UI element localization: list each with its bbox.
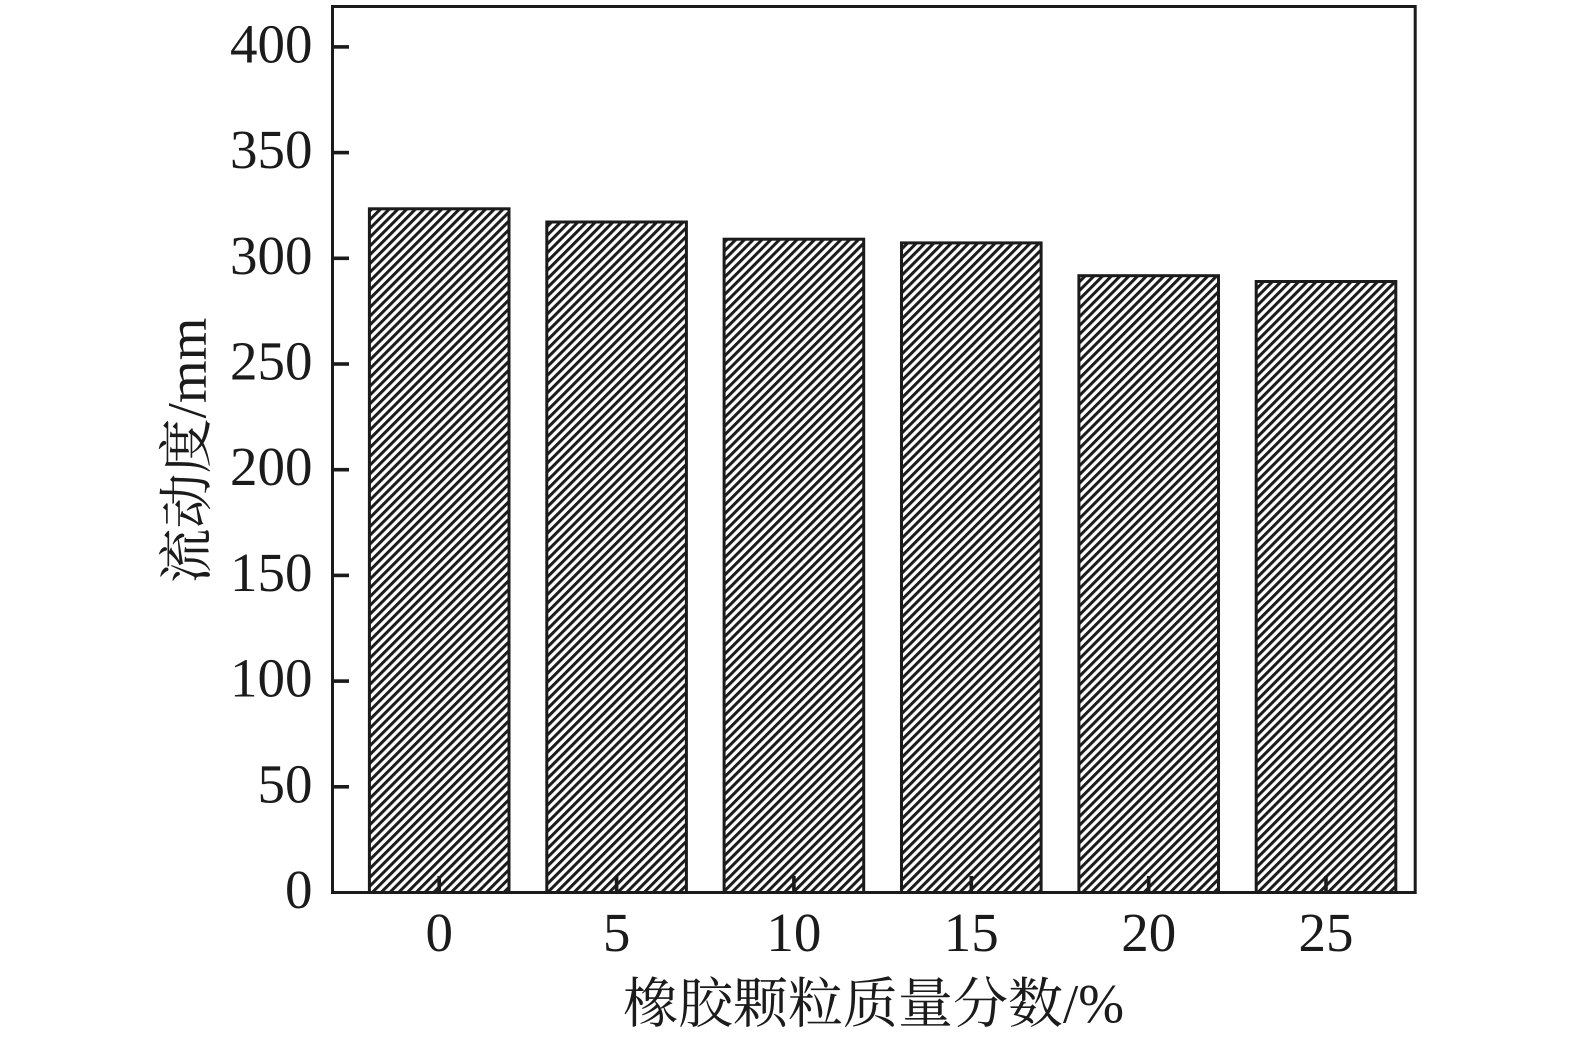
- svg-text:250: 250: [230, 331, 313, 392]
- svg-text:20: 20: [1121, 902, 1176, 963]
- svg-text:300: 300: [230, 225, 313, 286]
- svg-text:0: 0: [425, 902, 453, 963]
- svg-text:15: 15: [944, 902, 999, 963]
- svg-text:0: 0: [285, 859, 313, 920]
- svg-text:/%: /%: [1063, 974, 1124, 1035]
- svg-text:50: 50: [258, 753, 313, 814]
- svg-text:200: 200: [230, 436, 313, 497]
- svg-text:150: 150: [230, 542, 313, 603]
- svg-text:400: 400: [230, 13, 313, 74]
- svg-text:10: 10: [766, 902, 821, 963]
- svg-text:5: 5: [603, 902, 631, 963]
- svg-text:/mm: /mm: [157, 318, 218, 419]
- svg-text:25: 25: [1299, 902, 1354, 963]
- svg-text:100: 100: [230, 648, 313, 709]
- svg-text:350: 350: [230, 119, 313, 180]
